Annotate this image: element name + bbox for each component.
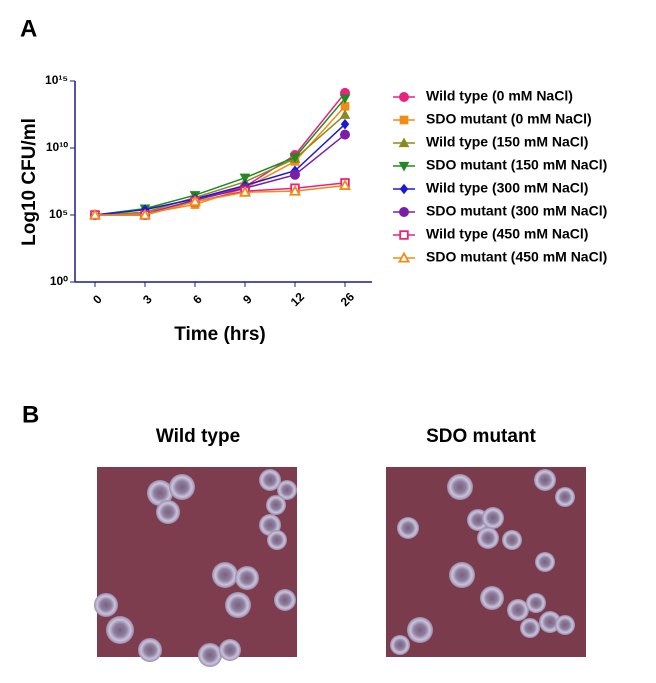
series-line — [94, 123, 346, 216]
legend-marker — [399, 230, 409, 240]
panel-label: A — [20, 15, 37, 42]
legend-marker — [399, 183, 409, 195]
data-point — [138, 208, 152, 220]
legend-label: SDO mutant (0 mM NaCl) — [426, 111, 592, 127]
x-axis-label: Time (hrs) — [174, 324, 266, 345]
y-tick-label: 10¹⁰ — [46, 140, 68, 154]
series-line — [94, 114, 346, 216]
series-line — [94, 105, 346, 216]
data-point — [339, 109, 351, 119]
legend-label: SDO mutant (300 mM NaCl) — [426, 203, 607, 219]
x-tick-label: 0 — [90, 292, 105, 307]
legend-label: Wild type (0 mM NaCl) — [426, 88, 573, 104]
data-point — [188, 195, 202, 207]
x-tick-label: 9 — [240, 292, 255, 307]
data-point — [338, 179, 352, 190]
x-tick-label: 26 — [338, 290, 358, 310]
legend-marker — [399, 207, 409, 217]
y-axis-label: Log10 CFU/ml — [19, 118, 40, 246]
legend-marker — [399, 92, 409, 102]
x-tick-label: 3 — [140, 292, 155, 307]
data-point — [239, 173, 251, 184]
x-tick-label: 12 — [288, 290, 308, 310]
data-point — [340, 129, 350, 140]
image-title: SDO mutant — [426, 426, 536, 447]
legend-marker — [398, 161, 410, 172]
data-point — [290, 169, 300, 180]
series-line — [94, 97, 346, 216]
legend-label: SDO mutant (450 mM NaCl) — [426, 249, 607, 265]
image-title: Wild type — [156, 426, 240, 447]
legend-label: Wild type (300 mM NaCl) — [426, 180, 588, 196]
x-tick-label: 6 — [190, 292, 205, 307]
panel-label: B — [22, 401, 39, 428]
data-point — [238, 185, 252, 197]
plate-image — [94, 467, 586, 667]
data-point — [340, 118, 350, 130]
y-tick-label: 10⁰ — [50, 274, 68, 288]
legend-label: Wild type (150 mM NaCl) — [426, 134, 588, 150]
legend-marker — [399, 115, 409, 125]
legend-label: Wild type (450 mM NaCl) — [426, 226, 588, 242]
legend-label: SDO mutant (150 mM NaCl) — [426, 157, 607, 173]
y-tick-label: 10¹⁵ — [45, 73, 68, 87]
legend-marker — [397, 251, 411, 263]
y-tick-label: 10⁵ — [49, 207, 68, 221]
data-point — [288, 184, 302, 196]
series-line — [95, 184, 346, 216]
data-point — [289, 153, 301, 163]
legend-marker — [398, 137, 410, 148]
data-point — [339, 94, 351, 104]
data-point — [88, 208, 102, 220]
